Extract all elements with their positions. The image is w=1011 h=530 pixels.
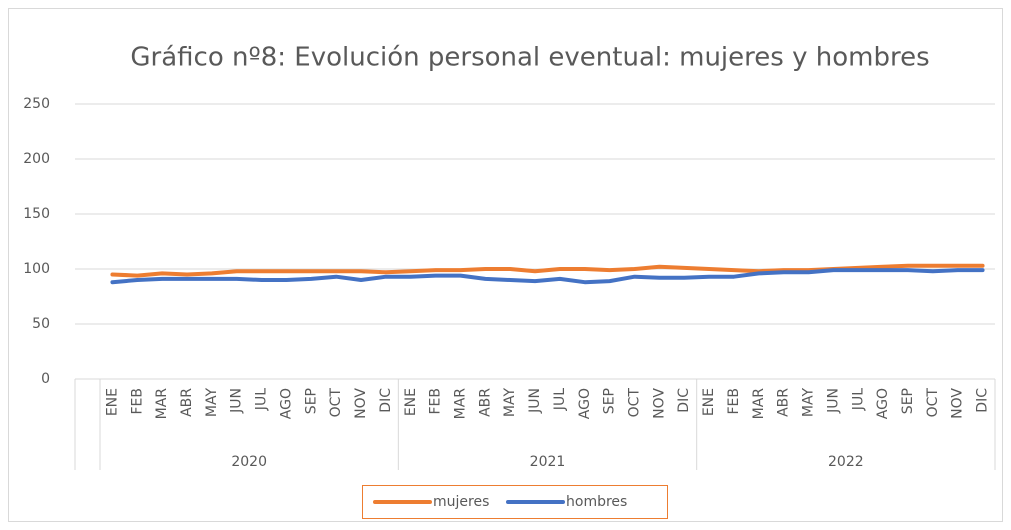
x-tick-label: SEP [303, 388, 319, 414]
x-tick-label: DIC [975, 388, 991, 413]
chart-frame [8, 8, 1003, 522]
x-tick-label: ABR [776, 388, 792, 417]
x-tick-label: MAR [751, 388, 767, 420]
y-tick-label: 100 [23, 261, 50, 277]
x-tick-label: SEP [900, 388, 916, 414]
x-tick-label: JUN [229, 388, 245, 414]
x-tick-label: OCT [328, 388, 344, 418]
y-tick-label: 0 [41, 371, 50, 387]
x-tick-label: MAR [452, 388, 468, 420]
x-tick-label: DIC [676, 388, 692, 413]
x-tick-label: JUL [552, 388, 568, 411]
x-tick-label: SEP [602, 388, 618, 414]
x-tick-label: FEB [129, 388, 145, 415]
x-tick-label: ENE [701, 388, 717, 416]
legend-label: mujeres [433, 494, 489, 510]
x-tick-label: MAY [204, 388, 220, 418]
x-tick-label: DIC [378, 388, 394, 413]
x-tick-label: JUN [527, 388, 543, 414]
year-label: 2020 [231, 454, 267, 470]
x-tick-label: MAY [502, 388, 518, 418]
year-label: 2021 [530, 454, 566, 470]
x-tick-label: AGO [278, 388, 294, 419]
x-tick-label: NOV [950, 388, 966, 419]
x-tick-label: ENE [104, 388, 120, 416]
y-tick-label: 150 [23, 206, 50, 222]
y-tick-label: 50 [32, 316, 50, 332]
x-tick-label: FEB [428, 388, 444, 415]
x-tick-label: AGO [577, 388, 593, 419]
x-tick-label: JUL [850, 388, 866, 411]
x-tick-label: AGO [875, 388, 891, 419]
x-tick-label: JUN [825, 388, 841, 414]
y-tick-label: 250 [23, 96, 50, 112]
x-tick-label: MAY [801, 388, 817, 418]
legend-label: hombres [566, 494, 627, 510]
x-tick-label: OCT [627, 388, 643, 418]
chart-title: Gráfico nº8: Evolución personal eventual… [130, 43, 929, 73]
x-tick-label: ABR [179, 388, 195, 417]
x-tick-label: OCT [925, 388, 941, 418]
y-tick-label: 200 [23, 151, 50, 167]
series-line [110, 268, 985, 285]
x-tick-label: MAR [154, 388, 170, 420]
x-tick-label: NOV [651, 388, 667, 419]
x-tick-label: FEB [726, 388, 742, 415]
x-tick-label: ENE [403, 388, 419, 416]
x-tick-label: JUL [254, 388, 270, 411]
x-tick-label: NOV [353, 388, 369, 419]
year-label: 2022 [828, 454, 864, 470]
x-tick-label: ABR [477, 388, 493, 417]
